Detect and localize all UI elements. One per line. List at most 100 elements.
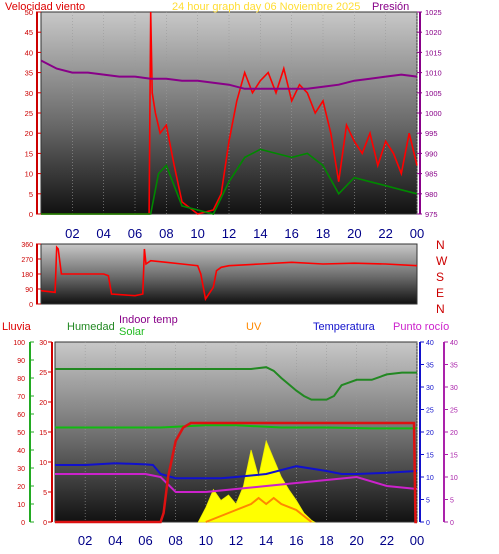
direction-tick: 90 [25,287,33,294]
weather-x-tick: 14 [259,533,273,548]
indoor-temp-line [55,424,417,430]
temp-tick: 0 [426,520,430,527]
humedad-tick: 15 [39,430,47,437]
legend-lluvia: Lluvia [2,321,32,333]
pressure-axis: 975 980 985 990 995 1000 1005 1010 1015 1020 1025 [417,8,442,219]
legend-solar: Solar [119,326,145,338]
pressure-tick: 1020 [425,28,442,37]
wind-x-tick: 00 [410,226,424,241]
weather-series [55,366,418,524]
temp-tick: 15 [426,453,434,460]
wind-speed-tick: 10 [25,170,33,179]
weather-x-tick: 06 [138,533,152,548]
weather-x-tick: 20 [349,533,363,548]
dewpoint-tick: 35 [450,363,458,370]
wind-gridlines [72,12,418,214]
lluvia-tick: 80 [17,376,25,383]
dewpoint-tick: 25 [450,408,458,415]
wind-x-axis: 02 04 06 08 10 12 14 16 18 20 22 00 [65,226,424,241]
humidity-line [55,366,417,401]
lluvia-tick: 50 [17,430,25,437]
temperature-line [55,462,418,480]
wind-speed-axis: 0 5 10 15 20 25 30 35 40 45 50 [25,8,41,219]
wind-x-tick: 12 [222,226,236,241]
lluvia-tick: 40 [17,448,25,455]
pressure-tick: 1010 [425,69,442,78]
weather-x-tick: 10 [199,533,213,548]
lluvia-tick: 60 [17,412,25,419]
weather-x-tick: 16 [289,533,303,548]
wind-x-tick: 20 [347,226,361,241]
wind-speed-tick: 15 [25,149,33,158]
wind-speed-tick: 50 [25,8,33,17]
wind-x-tick: 04 [96,226,110,241]
weather-x-tick: 08 [168,533,182,548]
legend-temperatura: Temperatura [313,321,376,333]
lluvia-tick: 90 [17,358,25,365]
direction-tick: 360 [21,242,33,249]
wind-gust-line [41,148,418,215]
dewpoint-tick: 15 [450,453,458,460]
legend-punto-rocio: Punto rocío [393,321,449,333]
humedad-tick: 25 [39,370,47,377]
pressure-tick: 975 [425,210,438,219]
humedad-tick: 0 [43,520,47,527]
wind-x-tick: 22 [378,226,392,241]
weather-x-tick: 18 [319,533,333,548]
humedad-tick: 5 [43,490,47,497]
weather-x-tick: 22 [380,533,394,548]
wind-x-tick: 08 [159,226,173,241]
wind-speed-tick: 20 [25,129,33,138]
dewpoint-tick: 5 [450,498,454,505]
humedad-tick: 30 [39,340,47,347]
wind-speed-tick: 25 [25,109,33,118]
temp-tick: 35 [426,363,434,370]
date-title: 24 hour graph day 06 Noviembre 2025 [172,1,360,13]
wind-speed-tick: 45 [25,28,33,37]
wind-speed-tick: 35 [25,69,33,78]
direction-tick: 0 [29,302,33,309]
temp-tick: 10 [426,475,434,482]
compass-letter: W [436,254,448,268]
wind-pressure-panel: Velocidad viento 24 hour graph day 06 No… [5,1,442,241]
weather-x-tick: 12 [229,533,243,548]
compass-letter: N [436,302,445,316]
wind-speed-title: Velocidad viento [5,1,85,13]
lluvia-tick: 30 [17,466,25,473]
wind-x-tick: 18 [316,226,330,241]
pressure-tick: 1000 [425,109,442,118]
pressure-line [40,59,418,90]
solar-area [197,439,316,523]
lluvia-tick: 10 [17,502,25,509]
compass-letter: S [436,270,444,284]
dewpoint-tick: 10 [450,475,458,482]
pressure-tick: 995 [425,129,438,138]
wind-x-tick: 14 [253,226,267,241]
dewpoint-tick: 0 [450,520,454,527]
dewpoint-tick: 30 [450,385,458,392]
wind-x-tick: 02 [65,226,79,241]
weather-x-tick: 00 [410,533,424,548]
uv-line [205,496,313,523]
legend-uv: UV [246,321,262,333]
dewpoint-tick: 20 [450,430,458,437]
wind-x-tick: 16 [284,226,298,241]
dewpoint-tick: 40 [450,340,458,347]
wind-speed-tick: 40 [25,48,33,57]
wind-speed-tick: 0 [29,210,33,219]
lluvia-tick: 100 [13,340,25,347]
wind-speed-tick: 5 [29,190,33,199]
dewpoint-line [55,473,418,493]
temp-tick: 30 [426,385,434,392]
direction-series [40,245,418,302]
wind-x-tick: 10 [190,226,204,241]
legend-humedad: Humedad [67,321,115,333]
pressure-tick: 1015 [425,48,442,57]
wind-series [40,11,418,215]
wind-direction-line [40,245,418,302]
wind-speed-line [41,11,418,215]
